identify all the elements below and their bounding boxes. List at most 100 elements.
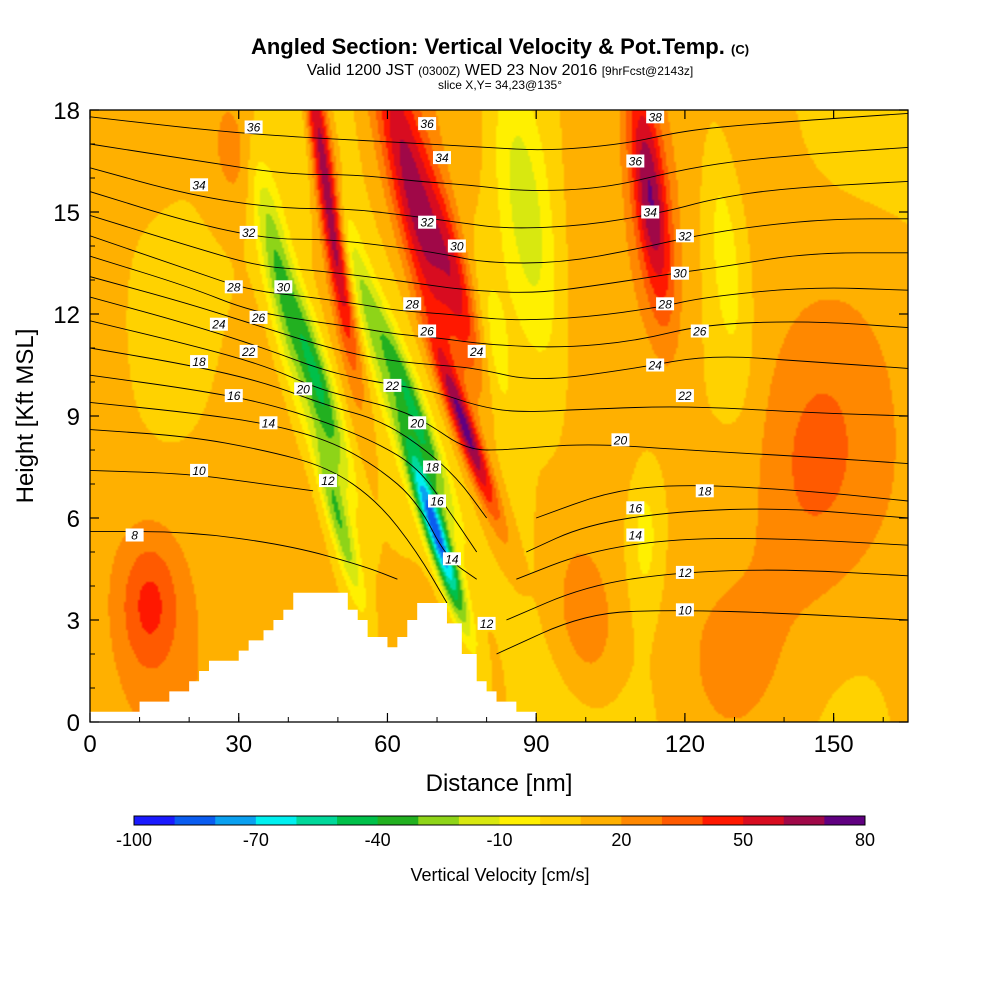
isotherm-label: 24 — [209, 317, 228, 332]
terrain — [90, 592, 537, 722]
isotherm-label: 26 — [690, 324, 709, 339]
isotherm-label-text: 14 — [262, 416, 276, 430]
y-tick-label: 18 — [53, 98, 80, 125]
isotherm-label: 14 — [259, 416, 278, 430]
isotherm-label-text: 16 — [430, 495, 444, 509]
isotherm-label-text: 12 — [678, 566, 692, 580]
isotherm-line — [90, 143, 908, 191]
colorbar-tick-label: -10 — [486, 830, 512, 850]
isotherm-line — [90, 429, 448, 604]
isotherm-label: 20 — [294, 382, 313, 396]
isotherm-label-text: 30 — [277, 280, 291, 294]
title-block: Angled Section: Vertical Velocity & Pot.… — [0, 34, 1000, 91]
isotherm-line — [536, 485, 908, 519]
isotherm-label: 22 — [383, 378, 402, 393]
isotherm-label-text: 24 — [647, 359, 662, 373]
isotherm-label-text: 18 — [425, 461, 439, 475]
y-tick-label: 15 — [53, 200, 80, 227]
valid-date: WED 23 Nov 2016 — [464, 62, 598, 79]
isotherm-line — [90, 347, 487, 519]
colorbar-swatch — [174, 816, 216, 825]
isotherm-label-text: 32 — [678, 229, 692, 243]
isotherm-label-text: 20 — [295, 382, 310, 396]
isotherm-label: 32 — [239, 225, 258, 240]
isotherm-line — [90, 235, 908, 321]
isotherm-label: 14 — [442, 552, 461, 566]
isotherm-label: 28 — [224, 280, 243, 294]
isotherm-label: 10 — [190, 463, 209, 478]
isotherm-label: 36 — [244, 120, 263, 135]
isotherm-label: 30 — [274, 280, 293, 294]
isotherm-label-text: 30 — [450, 240, 464, 254]
isotherm-label: 16 — [428, 494, 447, 509]
colorbar-swatch — [824, 816, 866, 825]
colorbar-swatch — [580, 816, 622, 825]
isotherm-label: 16 — [626, 501, 645, 515]
colorbar-swatch — [499, 816, 541, 825]
isotherm-label: 32 — [675, 229, 694, 243]
isotherm-label-text: 22 — [241, 345, 256, 359]
isotherm-label: 22 — [239, 344, 258, 359]
y-tick-label: 6 — [67, 506, 80, 533]
chart-title: Angled Section: Vertical Velocity & Pot.… — [0, 34, 1000, 63]
isotherm-label-text: 30 — [673, 267, 687, 281]
isotherm-label-text: 10 — [192, 464, 206, 478]
valid-utc: (0300Z) — [418, 64, 461, 78]
colorbar-tick-label: -100 — [116, 830, 152, 850]
isotherm-label: 12 — [318, 474, 337, 488]
colorbar-swatch — [296, 816, 338, 825]
isotherm-line — [526, 508, 908, 553]
isotherm-label: 12 — [675, 565, 694, 580]
colorbar-tick-label: 20 — [611, 830, 631, 850]
x-tick-label: 120 — [665, 731, 705, 758]
colorbar-swatch — [743, 816, 785, 825]
y-tick-label: 3 — [67, 608, 80, 635]
isotherm-label: 30 — [447, 239, 466, 254]
isotherm-label-text: 38 — [648, 110, 662, 124]
isotherm-label: 26 — [249, 310, 268, 325]
isotherm-label: 34 — [432, 151, 451, 165]
isotherm-label-text: 34 — [435, 151, 449, 165]
chart-title-text: Angled Section: Vertical Velocity & Pot.… — [250, 34, 725, 59]
isotherm-label: 18 — [423, 460, 442, 475]
x-tick-label: 150 — [814, 731, 854, 758]
isotherm-label-text: 24 — [211, 318, 226, 332]
colorbar-swatch — [377, 816, 419, 825]
x-tick-label: 60 — [374, 731, 401, 758]
x-tick-label: 0 — [83, 731, 96, 758]
colorbar-swatch — [215, 816, 257, 825]
colorbar-swatch — [661, 816, 704, 825]
colorbar-label: Vertical Velocity [cm/s] — [410, 865, 589, 885]
isotherm-label-text: 20 — [410, 416, 425, 430]
isotherm-label-text: 14 — [445, 552, 459, 566]
isotherm-label-text: 28 — [657, 297, 672, 311]
isotherm-label: 34 — [190, 178, 209, 192]
colorbar-swatch — [337, 816, 379, 825]
isotherm-line — [90, 401, 477, 580]
x-axis-label: Distance [nm] — [426, 770, 573, 797]
isotherm-label: 12 — [477, 616, 496, 631]
isotherm-label-text: 26 — [251, 311, 266, 325]
isotherm-label: 20 — [611, 433, 630, 447]
colorbar-tick-label: -70 — [243, 830, 269, 850]
colorbar-swatch — [134, 816, 176, 825]
isotherm-label: 24 — [467, 344, 486, 359]
isotherm-label-text: 20 — [613, 433, 628, 447]
isotherm-label-text: 34 — [644, 206, 658, 220]
isotherm-label-text: 16 — [629, 501, 643, 515]
isotherm-label: 38 — [646, 110, 665, 124]
isotherm-line — [90, 214, 908, 293]
colorbar-swatch — [783, 816, 825, 825]
y-tick-label: 12 — [53, 302, 80, 329]
isotherm-line — [90, 191, 908, 264]
isotherm-label-text: 12 — [321, 474, 335, 488]
isotherm-label-text: 28 — [226, 280, 241, 294]
isotherm-label: 8 — [125, 528, 144, 543]
isotherm-line — [496, 610, 908, 655]
isotherm-label-text: 18 — [698, 484, 712, 498]
x-tick-label: 30 — [225, 731, 252, 758]
isotherm-line — [506, 569, 908, 621]
isotherm-label-text: 36 — [247, 121, 261, 135]
colorbar-swatch — [255, 816, 297, 825]
isotherm-label-text: 36 — [420, 117, 434, 131]
